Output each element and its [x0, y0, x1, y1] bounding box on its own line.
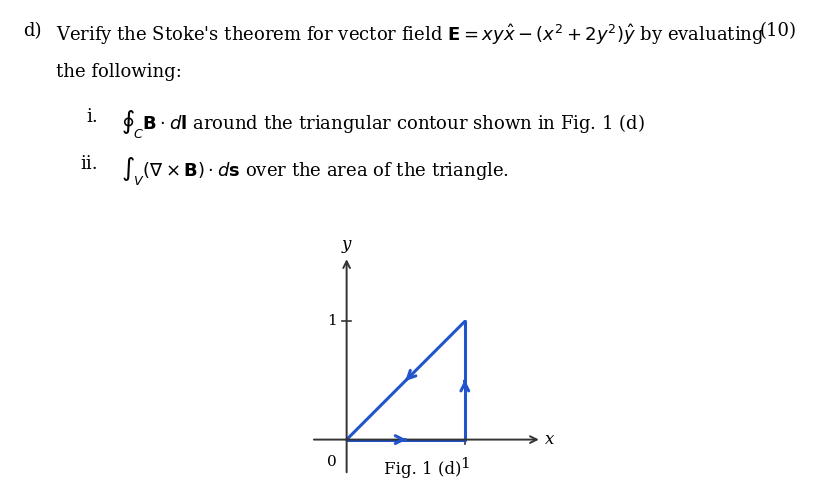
Text: $\int_V (\nabla \times \mathbf{B}) \cdot d\mathbf{s}$ over the area of the trian: $\int_V (\nabla \times \mathbf{B}) \cdot… — [121, 155, 509, 187]
Text: Fig. 1 (d): Fig. 1 (d) — [383, 461, 460, 478]
Text: Verify the Stoke's theorem for vector field $\mathbf{E} = xy\hat{x} - (x^2 + 2y^: Verify the Stoke's theorem for vector fi… — [56, 23, 763, 47]
Text: x: x — [545, 431, 554, 448]
Text: (10): (10) — [759, 23, 796, 41]
Text: 0: 0 — [327, 455, 337, 469]
Text: 1: 1 — [327, 315, 337, 329]
Text: d): d) — [23, 23, 42, 41]
Text: y: y — [342, 236, 351, 253]
Text: ii.: ii. — [80, 155, 97, 173]
Text: 1: 1 — [459, 457, 469, 471]
Text: the following:: the following: — [56, 63, 182, 81]
Text: i.: i. — [86, 108, 97, 126]
Text: $\oint_C \mathbf{B} \cdot d\mathbf{l}$ around the triangular contour shown in Fi: $\oint_C \mathbf{B} \cdot d\mathbf{l}$ a… — [121, 108, 645, 140]
